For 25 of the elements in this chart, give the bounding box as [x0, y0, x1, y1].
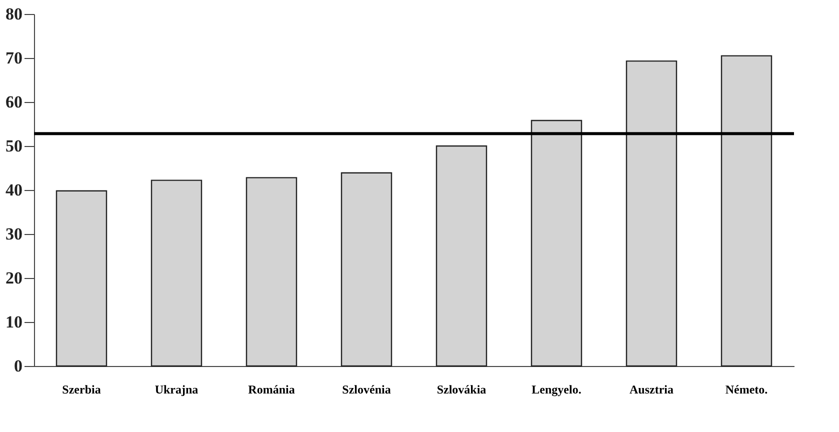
x-tick-label: Szlovénia: [342, 382, 391, 396]
y-tick-label: 70: [6, 48, 22, 68]
x-tick-label: Németo.: [725, 382, 768, 396]
y-tick-label: 80: [6, 4, 22, 24]
x-tick-label: Szerbia: [62, 382, 101, 396]
y-tick-label: 50: [6, 136, 22, 156]
x-tick-label: Ausztria: [630, 382, 674, 396]
bar: [246, 177, 298, 367]
y-tick-label: 20: [6, 268, 22, 288]
x-tick-label: Ukrajna: [154, 382, 198, 396]
bar: [436, 145, 488, 367]
bar: [626, 60, 678, 367]
bar: [340, 172, 392, 367]
bar: [150, 180, 202, 367]
y-tick-label: 60: [6, 92, 22, 112]
y-tick-label: 10: [6, 312, 22, 332]
bar: [530, 120, 582, 367]
bar: [56, 190, 108, 367]
x-tick-label: Románia: [248, 382, 295, 396]
x-tick-label: Szlovákia: [436, 382, 486, 396]
y-tick-label: 30: [6, 224, 22, 244]
bar: [720, 55, 772, 367]
y-tick-label: 0: [14, 356, 22, 376]
y-tick-label: 40: [6, 180, 22, 200]
x-tick-label: Lengyelo.: [532, 382, 582, 396]
